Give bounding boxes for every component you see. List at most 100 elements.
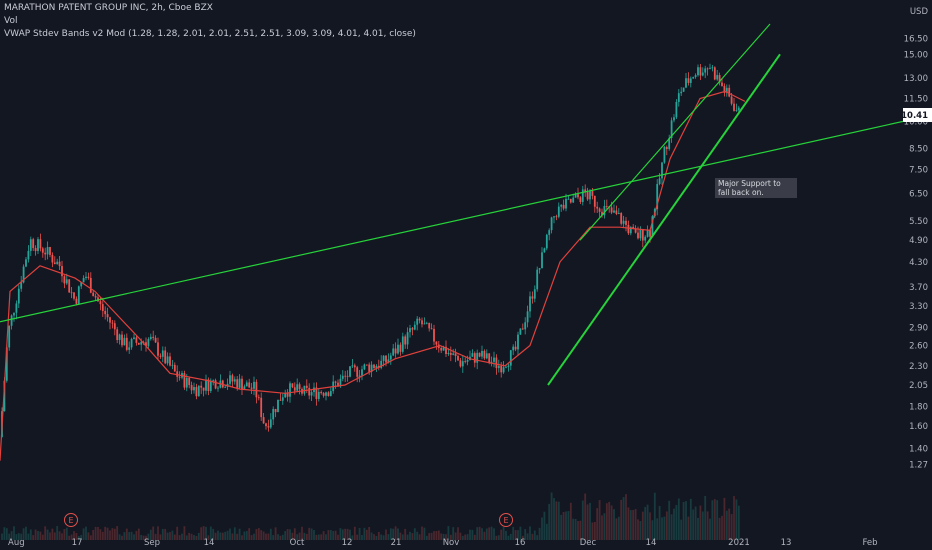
volume-bar [615,518,618,540]
candle-body [337,382,339,387]
volume-bar [303,532,306,540]
volume-bar [548,503,551,540]
candle-body [245,382,248,387]
volume-bar [267,533,270,540]
candle-body [8,325,11,348]
candle-body [579,197,582,202]
volume-bar [22,528,25,540]
price-tick-label: 6.50 [909,189,928,199]
candle-body [586,192,589,200]
volume-bar [658,506,661,540]
candle-body [61,266,63,277]
candle-body [505,366,507,368]
candle-body [46,247,49,255]
volume-bar [65,527,68,540]
support-annotation[interactable]: Major Support to fall back on. [715,178,797,198]
symbol-title[interactable]: MARATHON PATENT GROUP INC, 2h, Cboe BZX [4,3,213,13]
volume-bar [433,531,435,540]
volume-bar [353,526,356,540]
trendline[interactable] [579,23,771,241]
volume-legend[interactable]: Vol [4,16,18,26]
volume-bar [713,499,716,540]
trendline[interactable] [0,114,932,323]
candle-body [253,381,255,389]
volume-bar [464,534,467,540]
volume-bar [13,526,15,540]
candle-body [728,87,731,97]
volume-bar [471,529,474,540]
volume-bar [281,534,284,540]
earnings-marker[interactable] [64,513,78,527]
candle-body [502,367,505,373]
volume-bar [70,534,73,540]
volume-bar [622,497,625,540]
candle-body [411,328,414,330]
volume-bar [87,532,90,540]
candle-body [536,269,539,290]
candle-body [344,375,347,377]
last-price-label: 10.41 [901,111,928,121]
volume-bars [1,492,740,540]
volume-bar [97,527,99,540]
volume-bar [68,535,71,540]
candle-body [293,387,296,391]
time-tick-label: 14 [204,538,215,548]
volume-bar [392,528,395,540]
candle-body [51,254,54,263]
candle-body [394,348,397,354]
volume-bar [689,498,692,540]
volume-bar [682,501,685,540]
volume-bar [473,534,476,540]
candle-body [433,328,435,342]
volume-bar [25,526,27,540]
volume-bar [121,535,123,540]
candle-body [389,355,392,360]
candle-body [298,384,301,389]
trendline[interactable] [547,53,781,386]
candle-body [545,234,548,249]
candle-body [557,206,560,217]
volume-bar [668,500,671,540]
volume-bar [89,535,92,540]
time-tick-label: 17 [72,538,83,548]
earnings-marker[interactable] [499,513,513,527]
volume-bar [445,534,447,540]
volume-bar [483,531,486,540]
volume-bar [555,501,558,540]
volume-bar [80,534,83,540]
price-axis[interactable]: 16.50 15.00 13.00 11.50 10.00 8.50 7.50 6.50 5.5… [901,7,932,471]
candle-body [517,334,519,350]
candle-body [296,384,299,391]
price-tick-label: 3.30 [909,302,928,312]
indicator-legend[interactable]: VWAP Stdev Bands v2 Mod (1.28, 1.28, 2.0… [4,29,416,39]
candle-body [459,360,462,367]
volume-bar [137,528,140,540]
volume-bar [572,518,575,540]
candle-body [80,282,83,287]
volume-bar [428,533,431,540]
volume-bar [389,528,392,540]
candle-body [567,198,570,200]
candle-body [560,204,563,207]
price-tick-label: 5.50 [909,217,928,227]
candle-body [262,417,265,424]
volume-bar [694,506,697,540]
volume-bar [394,526,397,540]
time-axis[interactable]: Aug 17 Sep 14 Oct 12 21 Nov 16 Dec 14 2021 13 Feb [8,538,878,548]
volume-bar [82,528,85,540]
candle-body [461,361,464,367]
candle-body [349,366,351,377]
candle-body [373,364,375,369]
volume-bar [106,527,109,540]
candle-body [161,350,164,357]
candle-body [490,361,493,363]
volume-bar [183,526,186,540]
volume-bar [632,509,635,540]
candle-body [53,262,56,265]
candle-body [200,385,203,388]
candle-body [716,75,719,80]
trendlines[interactable] [0,23,932,386]
volume-bar [723,497,726,540]
